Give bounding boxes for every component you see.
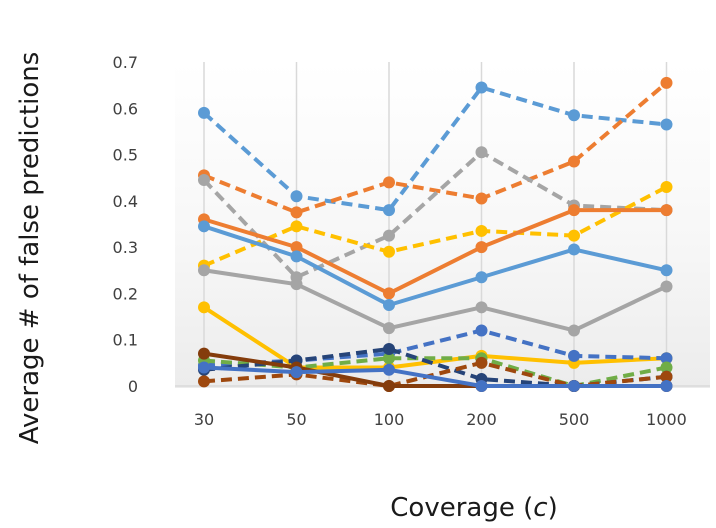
plot-background bbox=[175, 62, 710, 388]
series-line bbox=[202, 85, 667, 213]
series-line bbox=[203, 268, 668, 333]
data-point bbox=[568, 229, 580, 242]
data-point bbox=[475, 146, 488, 159]
data-point bbox=[660, 118, 673, 131]
data-point bbox=[568, 380, 580, 392]
series-line bbox=[203, 185, 668, 268]
series-line bbox=[203, 224, 667, 307]
data-point bbox=[383, 299, 395, 311]
data-point bbox=[660, 352, 673, 365]
data-point bbox=[660, 361, 673, 374]
data-point bbox=[198, 347, 210, 360]
data-point bbox=[383, 287, 395, 300]
x-tick-label: 50 bbox=[286, 410, 306, 429]
series-line bbox=[202, 150, 667, 280]
y-axis-title: Average # of false predictions bbox=[15, 52, 45, 445]
data-point bbox=[198, 264, 210, 277]
data-point bbox=[660, 76, 673, 89]
x-tick-label: 1000 bbox=[646, 410, 687, 429]
series-solid-4472c4 bbox=[198, 361, 673, 392]
data-point bbox=[660, 280, 673, 293]
y-tick-label: 0 bbox=[128, 377, 138, 396]
data-point bbox=[198, 220, 210, 233]
y-tick-labels: 0 0.1 0.2 0.3 0.4 0.5 0.6 0.7 bbox=[113, 53, 138, 396]
data-point bbox=[383, 229, 395, 242]
y-tick-label: 0.3 bbox=[113, 238, 138, 257]
data-point bbox=[198, 361, 210, 374]
y-tick-label: 0.6 bbox=[113, 99, 138, 118]
data-point bbox=[290, 278, 303, 291]
y-tick-label: 0.1 bbox=[113, 331, 138, 350]
data-point bbox=[568, 204, 580, 217]
data-point bbox=[198, 174, 210, 187]
data-point bbox=[475, 241, 488, 254]
data-point bbox=[198, 106, 210, 119]
x-axis-title-variable: c bbox=[533, 493, 547, 523]
series-group bbox=[198, 76, 673, 392]
data-point bbox=[660, 204, 673, 217]
series-solid-5b9bd5 bbox=[198, 220, 673, 311]
data-point bbox=[660, 180, 673, 193]
data-point bbox=[568, 155, 580, 168]
data-point bbox=[290, 366, 303, 379]
data-point bbox=[290, 190, 303, 203]
y-tick-label: 0.7 bbox=[113, 53, 138, 72]
data-point bbox=[383, 176, 395, 189]
data-point bbox=[383, 352, 395, 365]
data-point bbox=[475, 224, 488, 237]
data-point bbox=[475, 324, 488, 337]
x-tick-labels: 30 50 100 200 500 1000 bbox=[194, 410, 687, 429]
x-tick-label: 500 bbox=[559, 410, 590, 429]
data-point bbox=[383, 204, 395, 217]
series-dashed-5b9bd5 bbox=[198, 81, 673, 217]
data-point bbox=[290, 241, 303, 254]
data-point bbox=[383, 342, 395, 355]
data-point bbox=[475, 81, 488, 94]
series-solid-a5a5a5 bbox=[198, 264, 673, 337]
series-solid-ed7d31 bbox=[198, 204, 673, 300]
x-axis-title-text: Coverage bbox=[390, 493, 515, 523]
y-tick-label: 0.5 bbox=[113, 146, 138, 165]
x-axis-title: Coverage (c) bbox=[390, 493, 557, 523]
data-point bbox=[660, 380, 673, 392]
data-point bbox=[660, 370, 673, 383]
x-axis-title-close-paren: ) bbox=[548, 493, 558, 523]
x-tick-label: 100 bbox=[374, 410, 405, 429]
data-point bbox=[475, 301, 488, 314]
data-point bbox=[475, 380, 488, 392]
data-point bbox=[383, 380, 395, 392]
y-tick-label: 0.4 bbox=[113, 192, 138, 211]
data-point bbox=[290, 250, 303, 263]
series-line bbox=[203, 81, 668, 215]
data-point bbox=[198, 375, 210, 388]
data-point bbox=[568, 243, 580, 256]
data-point bbox=[568, 324, 580, 337]
series-line bbox=[202, 305, 667, 370]
data-point bbox=[198, 301, 210, 314]
data-point bbox=[475, 271, 488, 284]
x-tick-label: 30 bbox=[194, 410, 214, 429]
data-point bbox=[383, 245, 395, 258]
y-tick-label: 0.2 bbox=[113, 284, 138, 303]
data-point bbox=[475, 192, 488, 205]
series-line bbox=[203, 208, 667, 296]
data-point bbox=[290, 206, 303, 219]
data-point bbox=[568, 349, 580, 362]
data-point bbox=[290, 220, 303, 233]
data-point bbox=[383, 322, 395, 335]
x-axis-title-open-paren: ( bbox=[515, 493, 533, 523]
data-point bbox=[383, 363, 395, 376]
x-tick-label: 200 bbox=[466, 410, 497, 429]
series-line bbox=[203, 365, 667, 388]
data-point bbox=[568, 109, 580, 122]
data-point bbox=[475, 356, 488, 369]
data-point bbox=[660, 264, 673, 277]
